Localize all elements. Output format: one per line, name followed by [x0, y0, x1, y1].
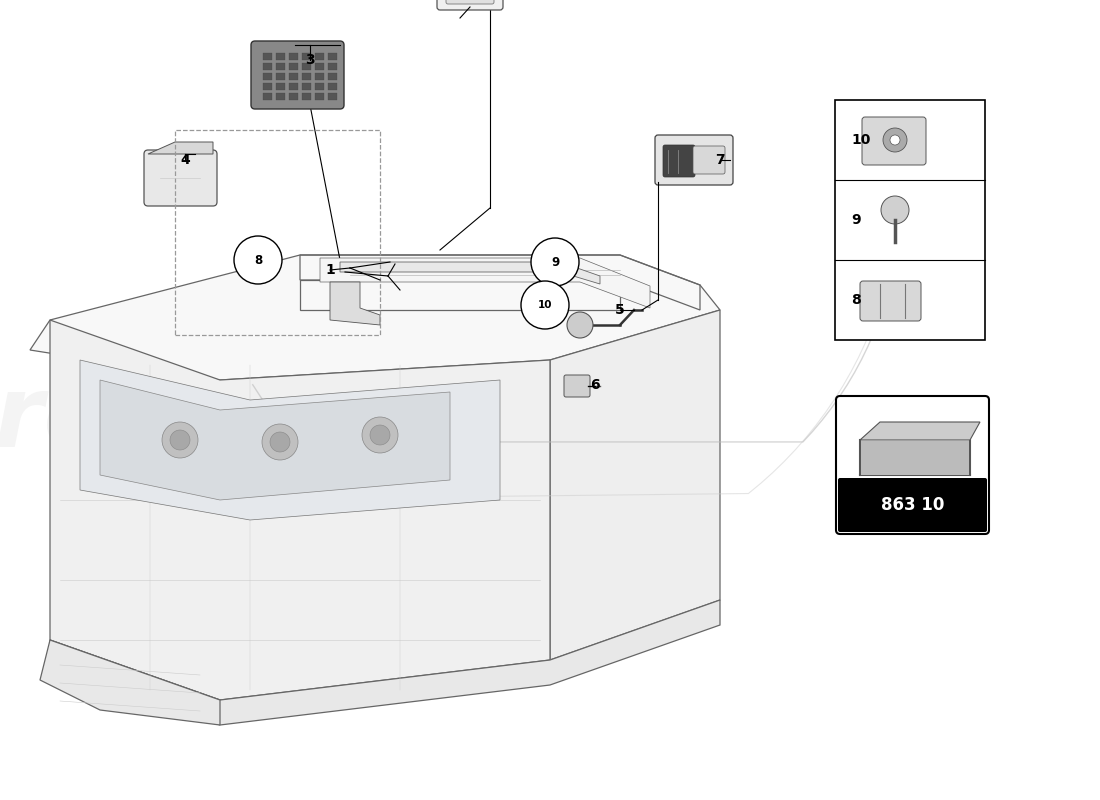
FancyBboxPatch shape — [276, 83, 285, 90]
Polygon shape — [50, 320, 550, 700]
Circle shape — [234, 236, 282, 284]
FancyBboxPatch shape — [328, 73, 337, 80]
FancyBboxPatch shape — [838, 478, 987, 532]
FancyBboxPatch shape — [144, 150, 217, 206]
Text: 5: 5 — [615, 303, 625, 317]
FancyBboxPatch shape — [437, 0, 503, 10]
FancyBboxPatch shape — [862, 117, 926, 165]
Circle shape — [362, 417, 398, 453]
Polygon shape — [40, 640, 220, 725]
FancyBboxPatch shape — [276, 53, 285, 60]
FancyBboxPatch shape — [315, 73, 324, 80]
FancyBboxPatch shape — [263, 63, 272, 70]
Circle shape — [262, 424, 298, 460]
Polygon shape — [148, 142, 213, 154]
Text: eurocarparts: eurocarparts — [0, 371, 584, 469]
FancyBboxPatch shape — [302, 73, 311, 80]
Text: a passion for parts since 1985: a passion for parts since 1985 — [219, 488, 541, 672]
Polygon shape — [860, 422, 980, 440]
FancyBboxPatch shape — [289, 73, 298, 80]
FancyBboxPatch shape — [861, 441, 969, 475]
Circle shape — [170, 430, 190, 450]
Text: 1: 1 — [326, 263, 334, 277]
FancyBboxPatch shape — [663, 145, 695, 177]
Polygon shape — [30, 255, 720, 380]
FancyBboxPatch shape — [263, 93, 272, 100]
Text: 4: 4 — [180, 153, 190, 167]
Text: 6: 6 — [591, 378, 600, 392]
FancyBboxPatch shape — [289, 83, 298, 90]
FancyBboxPatch shape — [302, 93, 311, 100]
Circle shape — [162, 422, 198, 458]
FancyBboxPatch shape — [315, 93, 324, 100]
FancyBboxPatch shape — [328, 63, 337, 70]
FancyBboxPatch shape — [315, 83, 324, 90]
Circle shape — [270, 432, 290, 452]
Text: 7: 7 — [715, 153, 725, 167]
FancyBboxPatch shape — [315, 53, 324, 60]
Polygon shape — [340, 262, 600, 284]
FancyBboxPatch shape — [289, 93, 298, 100]
FancyBboxPatch shape — [328, 93, 337, 100]
FancyBboxPatch shape — [263, 53, 272, 60]
FancyBboxPatch shape — [263, 73, 272, 80]
FancyBboxPatch shape — [315, 63, 324, 70]
FancyBboxPatch shape — [328, 53, 337, 60]
Text: 863 10: 863 10 — [881, 496, 944, 514]
FancyBboxPatch shape — [328, 83, 337, 90]
Circle shape — [370, 425, 390, 445]
Circle shape — [890, 135, 900, 145]
FancyBboxPatch shape — [263, 83, 272, 90]
FancyBboxPatch shape — [835, 100, 984, 340]
Circle shape — [531, 238, 579, 286]
FancyBboxPatch shape — [564, 375, 590, 397]
Text: 10: 10 — [851, 133, 870, 147]
FancyBboxPatch shape — [276, 73, 285, 80]
FancyBboxPatch shape — [446, 0, 494, 4]
Polygon shape — [100, 380, 450, 500]
FancyBboxPatch shape — [860, 281, 921, 321]
Text: 10: 10 — [538, 300, 552, 310]
FancyBboxPatch shape — [276, 93, 285, 100]
Circle shape — [521, 281, 569, 329]
Text: 8: 8 — [254, 254, 262, 266]
Text: 9: 9 — [551, 255, 559, 269]
Text: 3: 3 — [305, 53, 315, 67]
Circle shape — [566, 312, 593, 338]
FancyBboxPatch shape — [251, 41, 344, 109]
Text: 8: 8 — [851, 293, 860, 307]
Polygon shape — [80, 360, 500, 520]
Circle shape — [881, 196, 909, 224]
FancyBboxPatch shape — [289, 53, 298, 60]
FancyBboxPatch shape — [302, 83, 311, 90]
FancyBboxPatch shape — [289, 63, 298, 70]
Polygon shape — [50, 600, 720, 725]
Polygon shape — [330, 282, 380, 325]
FancyBboxPatch shape — [302, 53, 311, 60]
Text: 9: 9 — [851, 213, 860, 227]
FancyBboxPatch shape — [302, 63, 311, 70]
FancyBboxPatch shape — [836, 396, 989, 534]
Circle shape — [883, 128, 908, 152]
Polygon shape — [550, 310, 720, 660]
FancyBboxPatch shape — [276, 63, 285, 70]
Polygon shape — [320, 258, 650, 308]
FancyBboxPatch shape — [654, 135, 733, 185]
FancyBboxPatch shape — [693, 146, 725, 174]
